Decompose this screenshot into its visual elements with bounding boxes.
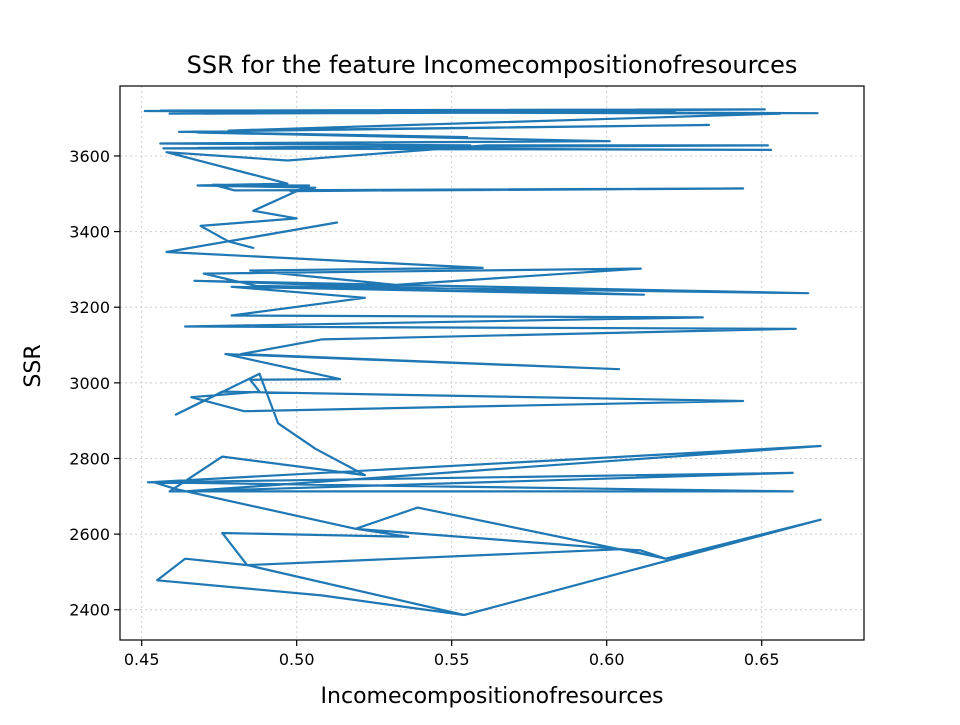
x-axis: 0.45 0.50 0.55 0.60 0.65 bbox=[124, 640, 780, 669]
y-tick-label: 2800 bbox=[69, 449, 110, 468]
chart-title: SSR for the feature Incomecompositionofr… bbox=[187, 51, 798, 79]
y-tick-label: 3200 bbox=[69, 298, 110, 317]
x-tick-label: 0.65 bbox=[744, 650, 780, 669]
y-tick-label: 3600 bbox=[69, 147, 110, 166]
x-tick-label: 0.50 bbox=[279, 650, 315, 669]
plot-frame bbox=[119, 85, 865, 641]
plot-background bbox=[120, 86, 864, 640]
y-tick-label: 2400 bbox=[69, 601, 110, 620]
x-tick-label: 0.55 bbox=[434, 650, 470, 669]
x-tick-label: 0.45 bbox=[124, 650, 160, 669]
series-line bbox=[143, 108, 822, 617]
series-group bbox=[143, 108, 822, 617]
y-axis-label: SSR bbox=[21, 344, 46, 387]
y-tick-label: 3400 bbox=[69, 223, 110, 242]
y-axis: 2400 2600 2800 3000 3200 3400 3600 bbox=[69, 147, 120, 620]
y-tick-label: 3000 bbox=[69, 374, 110, 393]
y-tick-label: 2600 bbox=[69, 525, 110, 544]
x-axis-label: Incomecompositionofresources bbox=[321, 684, 664, 709]
x-tick-label: 0.60 bbox=[589, 650, 625, 669]
